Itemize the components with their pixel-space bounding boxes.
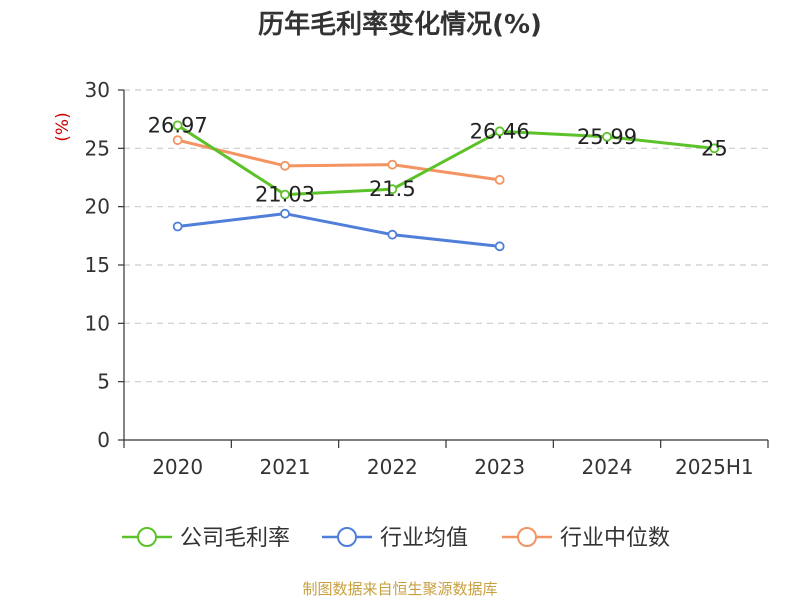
legend: 公司毛利率 行业均值 行业中位数: [122, 526, 670, 551]
data-point: [709, 143, 720, 154]
data-point: [172, 221, 183, 232]
data-label: 25: [701, 136, 728, 160]
series-line: [177, 138, 500, 182]
data-point: [280, 208, 290, 219]
grid-lines: [124, 89, 768, 383]
axes: 0 5 10 15 20 25 30 2020 2021 2022 2023 2024 2025H1 (%…: [53, 78, 769, 479]
data-point: [280, 160, 290, 171]
y-tick-label: 10: [85, 311, 110, 335]
x-tick-label: 2024: [582, 455, 633, 479]
data-point: [494, 126, 505, 137]
legend-swatch-marker: [137, 527, 157, 547]
x-tick-label: 2021: [260, 455, 311, 479]
y-tick-label: 15: [85, 253, 110, 277]
data-point: [172, 135, 183, 146]
series-line: [176, 124, 715, 197]
legend-swatch-marker: [517, 527, 537, 547]
legend-label: 行业均值: [380, 526, 468, 551]
legend-swatch-marker: [337, 527, 357, 547]
y-axis-unit-label: (%): [53, 112, 73, 141]
legend-label: 公司毛利率: [180, 526, 290, 551]
data-point: [494, 174, 505, 185]
data-point: [387, 159, 398, 170]
y-tick-label: 20: [85, 195, 110, 219]
series-line: [177, 212, 500, 248]
data-label: 26.46: [470, 119, 530, 143]
data-point: [280, 189, 290, 200]
data-labels: 26.97 21.03 21.5 26.46 25.99 25: [148, 113, 728, 206]
data-point: [172, 120, 183, 131]
y-tick-label: 30: [85, 78, 110, 102]
x-tick-label: 2020: [152, 455, 203, 479]
data-point: [494, 241, 505, 252]
data-label: 26.97: [148, 113, 208, 137]
y-tick-label: 5: [97, 370, 110, 394]
x-tick-label: 2023: [474, 455, 525, 479]
data-label: 25.99: [577, 125, 637, 149]
x-tick-label: 2022: [367, 455, 418, 479]
y-tick-label: 25: [85, 136, 110, 160]
source-note: 制图数据来自恒生聚源数据库: [302, 580, 498, 598]
data-label: 21.5: [369, 177, 416, 201]
data-point: [387, 184, 398, 195]
y-tick-label: 0: [97, 428, 110, 452]
data-label: 21.03: [255, 183, 315, 207]
chart-title: 历年毛利率变化情况(%): [258, 10, 542, 40]
series-lines: [172, 120, 720, 252]
legend-label: 行业中位数: [560, 526, 670, 551]
data-point: [602, 131, 612, 142]
x-tick-label: 2025H1: [675, 455, 754, 479]
data-point: [387, 229, 398, 240]
